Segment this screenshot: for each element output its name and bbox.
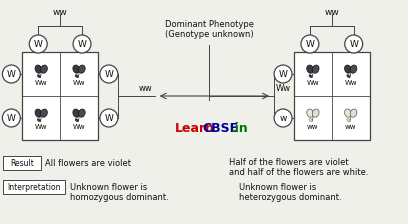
Text: Ww: Ww [35, 80, 47, 86]
Ellipse shape [344, 109, 351, 117]
Circle shape [29, 35, 47, 53]
Circle shape [73, 35, 91, 53]
Ellipse shape [41, 65, 47, 73]
Text: W: W [349, 39, 358, 49]
Ellipse shape [73, 109, 80, 117]
Ellipse shape [37, 75, 40, 78]
Ellipse shape [350, 109, 357, 117]
Ellipse shape [73, 65, 80, 73]
Ellipse shape [35, 109, 42, 117]
Text: W: W [78, 39, 86, 49]
Circle shape [274, 65, 292, 83]
Ellipse shape [307, 65, 313, 73]
Text: Unknown flower is
homozygous dominant.: Unknown flower is homozygous dominant. [70, 183, 169, 202]
Ellipse shape [35, 65, 42, 73]
Text: ww: ww [324, 8, 339, 17]
Text: W: W [104, 114, 113, 123]
Ellipse shape [350, 65, 357, 73]
Ellipse shape [309, 75, 312, 78]
Circle shape [345, 35, 363, 53]
Text: ww: ww [53, 8, 67, 17]
Text: W: W [306, 39, 314, 49]
FancyBboxPatch shape [3, 180, 65, 194]
Ellipse shape [78, 109, 85, 117]
Text: w: w [279, 114, 287, 123]
Text: Interpretation: Interpretation [7, 183, 61, 192]
Text: Ww: Ww [276, 84, 291, 93]
Ellipse shape [75, 75, 78, 78]
Ellipse shape [347, 119, 350, 122]
Text: Ww: Ww [35, 124, 47, 130]
Bar [294, 52, 370, 140]
Ellipse shape [312, 109, 319, 117]
Text: Result: Result [10, 159, 34, 168]
Ellipse shape [75, 119, 78, 122]
Text: W: W [7, 69, 16, 78]
Text: Ww: Ww [344, 80, 357, 86]
Text: Ww: Ww [306, 80, 319, 86]
Ellipse shape [307, 109, 313, 117]
Circle shape [2, 109, 20, 127]
Text: W: W [7, 114, 16, 123]
Circle shape [100, 65, 118, 83]
Ellipse shape [347, 75, 350, 78]
Ellipse shape [344, 65, 351, 73]
FancyBboxPatch shape [3, 156, 41, 170]
Text: ww: ww [345, 124, 357, 130]
Ellipse shape [309, 119, 312, 122]
Circle shape [301, 35, 319, 53]
Text: Unknown flower is
heterozygous dominant.: Unknown flower is heterozygous dominant. [239, 183, 342, 202]
Text: ww: ww [307, 124, 319, 130]
Bar [22, 52, 98, 140]
Text: W: W [104, 69, 113, 78]
Ellipse shape [41, 109, 47, 117]
Text: All flowers are violet: All flowers are violet [45, 159, 131, 168]
Circle shape [2, 65, 20, 83]
Circle shape [100, 109, 118, 127]
Circle shape [274, 109, 292, 127]
Text: Ww: Ww [73, 80, 85, 86]
Ellipse shape [78, 65, 85, 73]
Text: W: W [34, 39, 43, 49]
Text: ww: ww [139, 84, 153, 93]
Ellipse shape [37, 119, 40, 122]
Text: Ww: Ww [73, 124, 85, 130]
Text: Half of the flowers are violet
and half of the flowers are white.: Half of the flowers are violet and half … [229, 158, 369, 177]
Text: W: W [279, 69, 288, 78]
Text: Learn: Learn [175, 121, 215, 134]
Ellipse shape [312, 65, 319, 73]
Text: .in: .in [230, 121, 248, 134]
Text: CBSE: CBSE [202, 121, 239, 134]
Text: Dominant Phenotype
(Genotype unknown): Dominant Phenotype (Genotype unknown) [165, 20, 254, 39]
